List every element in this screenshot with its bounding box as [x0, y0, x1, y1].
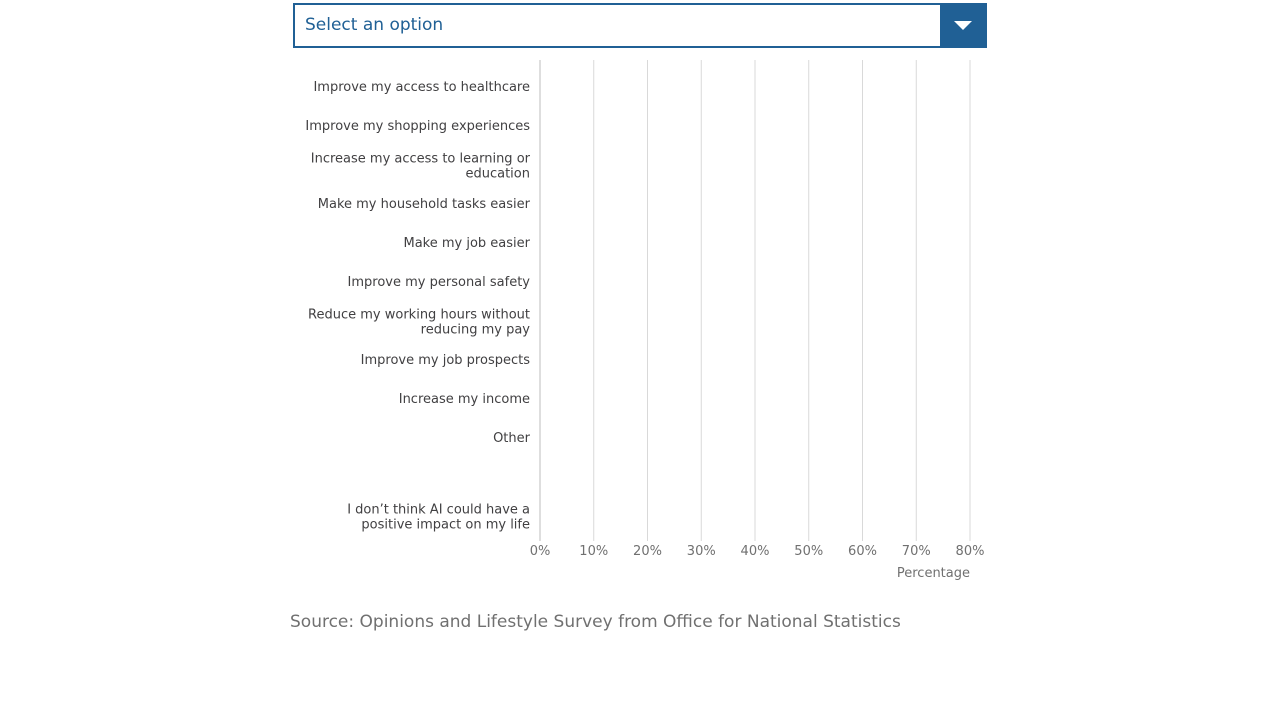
category-label: I don’t think AI could have a	[347, 503, 530, 518]
x-tick-label: 80%	[956, 544, 985, 559]
category-label: education	[465, 167, 530, 182]
x-tick-label: 70%	[902, 544, 931, 559]
x-tick-label: 30%	[687, 544, 716, 559]
category-label: Make my job easier	[403, 236, 530, 251]
category-label: Increase my access to learning or	[311, 152, 531, 167]
bar-chart: 0% 10% 20% 30% 40% 50% 60% 70% 80% Percentage Impr…	[305, 60, 985, 581]
x-tick-label: 40%	[741, 544, 770, 559]
category-label: Reduce my working hours without	[308, 308, 530, 323]
chevron-down-icon	[954, 21, 972, 30]
category-label: Improve my job prospects	[361, 353, 531, 368]
x-tick-label: 60%	[848, 544, 877, 559]
x-tick-label: 10%	[579, 544, 608, 559]
category-label: Other	[493, 431, 531, 446]
category-label: Improve my shopping experiences	[305, 119, 530, 134]
category-label: positive impact on my life	[361, 518, 530, 533]
dropdown-selected-value: Select an option	[305, 15, 444, 35]
x-axis-title: Percentage	[897, 566, 970, 581]
category-label: Improve my access to healthcare	[313, 80, 530, 95]
x-tick-label: 50%	[794, 544, 823, 559]
x-tick-label: 0%	[530, 544, 551, 559]
dropdown-toggle-button[interactable]	[940, 3, 987, 48]
category-label: Improve my personal safety	[348, 275, 531, 290]
category-label: reducing my pay	[421, 323, 531, 338]
category-label: Increase my income	[399, 392, 530, 407]
source-note: Source: Opinions and Lifestyle Survey fr…	[290, 612, 901, 632]
x-tick-label: 20%	[633, 544, 662, 559]
option-dropdown[interactable]: Select an option	[293, 3, 987, 48]
category-label: Make my household tasks easier	[318, 197, 531, 212]
